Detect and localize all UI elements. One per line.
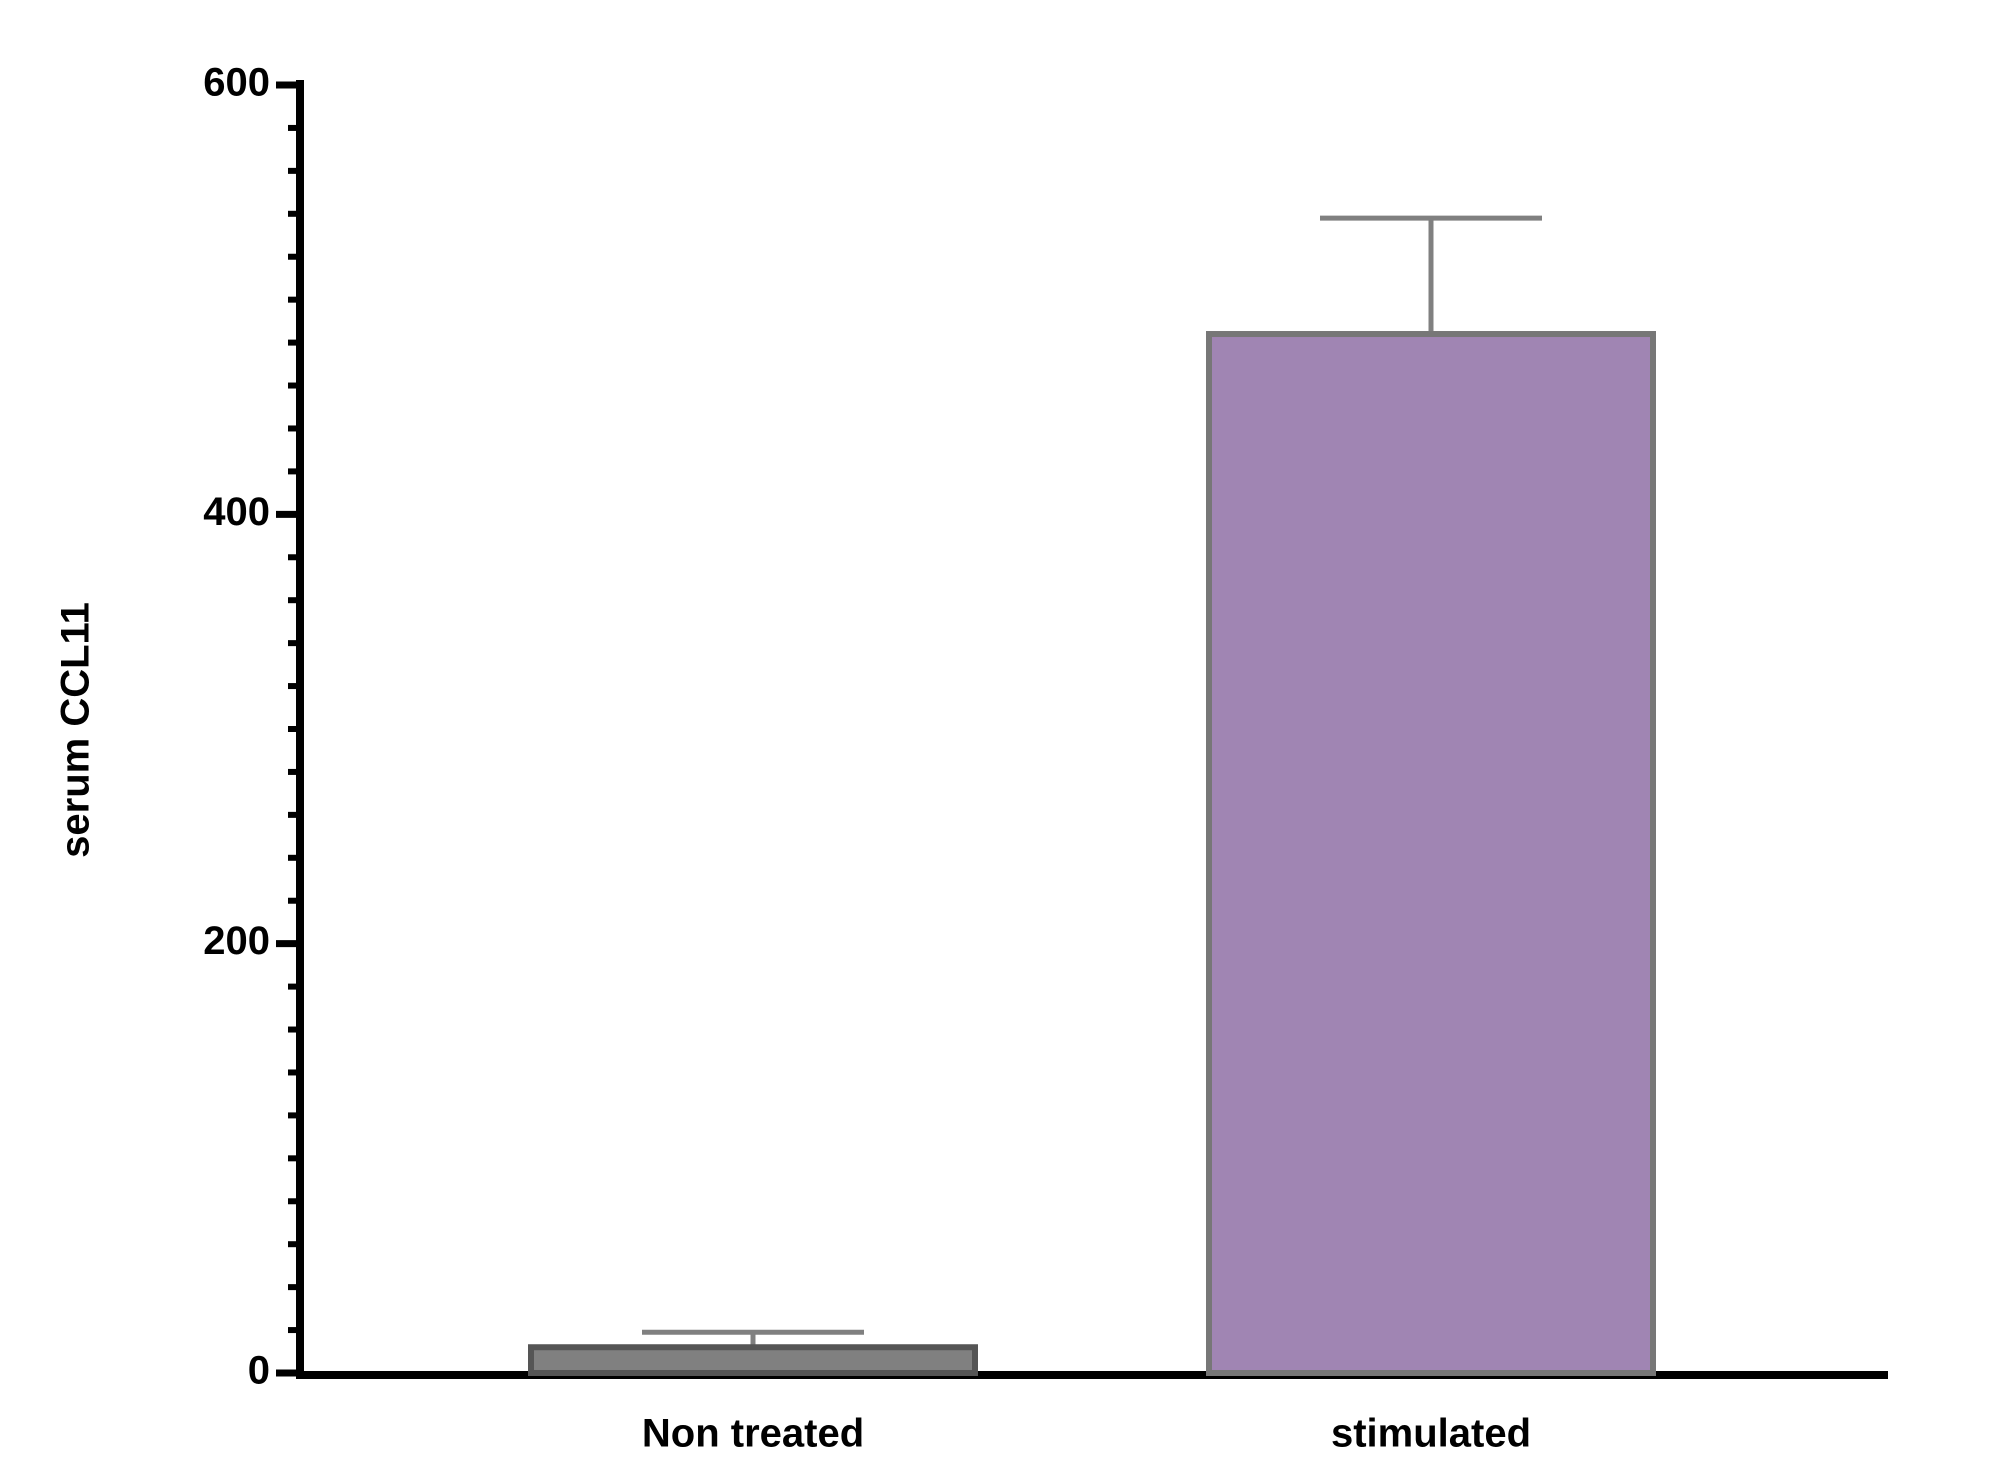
y-tick-label: 200 <box>203 919 270 963</box>
y-tick-label: 600 <box>203 61 270 105</box>
y-tick-label: 400 <box>203 490 270 534</box>
y-tick-label: 0 <box>248 1349 270 1393</box>
x-tick-label: Non treated <box>642 1412 864 1456</box>
y-axis-label: serum CCL11 <box>54 602 98 858</box>
x-tick-label: stimulated <box>1331 1412 1531 1456</box>
bar <box>528 1344 978 1376</box>
bar <box>1206 331 1656 1377</box>
